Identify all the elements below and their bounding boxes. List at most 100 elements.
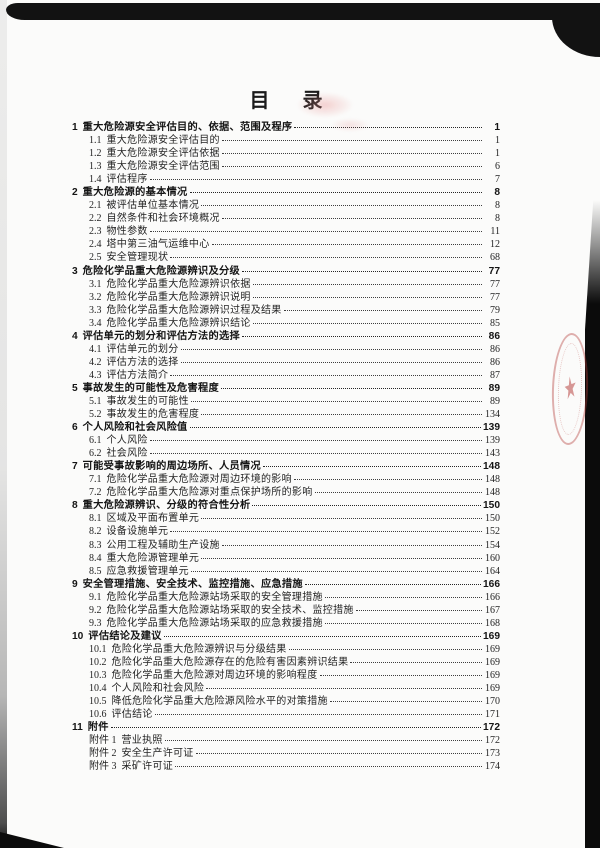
toc-entry-title: 危险化学品重大危险源对周边环境的影响程度	[111, 669, 318, 681]
toc-row: 8.3 公用工程及辅助生产设施 154	[72, 539, 500, 552]
scan-border-bottom-left	[0, 832, 64, 848]
toc-page-number: 8	[495, 213, 500, 225]
toc-row: 4.3 评估方法简介 87	[72, 369, 500, 382]
toc-row: 6.1 个人风险 139	[72, 434, 500, 447]
toc-page-number: 150	[483, 500, 500, 512]
toc-dot-leader	[163, 635, 481, 637]
toc-row: 附件 1 营业执照 172	[72, 734, 500, 747]
toc-dot-leader	[355, 609, 482, 611]
toc-dot-leader	[221, 153, 482, 155]
toc-dot-leader	[110, 727, 481, 729]
toc-row: 8.2 设备设施单元 152	[72, 525, 500, 538]
toc-page-number: 6	[495, 161, 500, 173]
toc-entry-number: 5.1	[89, 395, 102, 407]
toc-dot-leader	[288, 648, 482, 650]
toc-row: 6 个人风险和社会风险值 139	[72, 421, 500, 434]
toc-page-number: 79	[490, 304, 500, 316]
toc-page-number: 169	[485, 669, 500, 681]
toc-entry-title: 自然条件和社会环境概况	[106, 213, 220, 225]
toc-page-number: 168	[485, 617, 500, 629]
toc-entry-number: 8.3	[89, 539, 102, 551]
toc-dot-leader	[180, 361, 482, 363]
toc-row: 10.4 个人风险和社会风险 169	[72, 682, 500, 695]
toc-row: 5.1 事故发生的可能性 89	[72, 395, 500, 408]
toc-page-number: 11	[490, 226, 500, 238]
toc-page-number: 77	[490, 278, 500, 290]
toc-row: 9.1 危险化学品重大危险源站场采取的安全管理措施 166	[72, 591, 500, 604]
toc-page-number: 166	[483, 578, 500, 590]
toc-row: 1 重大危险源安全评估目的、依据、范围及程序 1	[72, 121, 500, 134]
toc-page-number: 77	[490, 291, 500, 303]
toc-dot-leader	[190, 570, 482, 572]
toc-entry-number: 8	[72, 500, 78, 512]
toc-row: 7.2 危险化学品重大危险源对重点保护场所的影响 148	[72, 486, 500, 499]
table-of-contents: 1 重大危险源安全评估目的、依据、范围及程序 1 1.1 重大危险源安全评估目的…	[72, 121, 500, 773]
scan-border-right	[585, 200, 600, 848]
toc-row: 2.4 塔中第三油气运维中心 12	[72, 238, 500, 251]
toc-dot-leader	[329, 701, 482, 703]
toc-row: 1.4 评估程序 7	[72, 173, 500, 186]
toc-dot-leader	[293, 479, 482, 481]
toc-page-number: 86	[488, 330, 500, 342]
toc-dot-leader	[241, 335, 482, 337]
toc-entry-number: 6	[72, 422, 78, 434]
toc-entry-number: 2.1	[89, 200, 102, 212]
toc-page-number: 1	[495, 135, 500, 147]
toc-entry-number: 附件 3	[89, 761, 117, 773]
toc-entry-number: 4	[72, 330, 78, 342]
toc-page-number: 167	[485, 604, 500, 616]
toc-entry-number: 4.3	[89, 369, 102, 381]
toc-page-number: 86	[490, 356, 500, 368]
toc-entry-number: 7.1	[89, 474, 102, 486]
toc-row: 3.1 危险化学品重大危险源辨识依据 77	[72, 278, 500, 291]
toc-entry-title: 重大危险源辨识、分级的符合性分析	[82, 500, 251, 512]
toc-page-number: 8	[494, 187, 500, 199]
toc-page-number: 139	[485, 435, 500, 447]
toc-dot-leader	[189, 192, 482, 194]
toc-entry-title: 危险化学品重大危险源站场采取的安全技术、监控措施	[106, 604, 354, 616]
toc-entry-title: 危险化学品重大危险源辨识与分级结果	[111, 643, 287, 655]
toc-dot-leader	[262, 466, 481, 468]
toc-entry-number: 10.4	[89, 683, 107, 695]
toc-page-number: 89	[488, 382, 500, 394]
toc-entry-title: 重大危险源安全评估目的、依据、范围及程序	[82, 122, 293, 133]
toc-dot-leader	[189, 427, 481, 429]
toc-row: 4.2 评估方法的选择 86	[72, 356, 500, 369]
toc-row: 7.1 危险化学品重大危险源对周边环境的影响 148	[72, 473, 500, 486]
toc-entry-number: 10.6	[89, 709, 107, 721]
toc-entry-title: 营业执照	[121, 735, 163, 747]
toc-page-number: 12	[490, 239, 500, 251]
toc-dot-leader	[206, 688, 482, 690]
toc-entry-number: 附件 1	[89, 735, 117, 747]
toc-page-number: 152	[485, 526, 500, 538]
toc-entry-number: 1.1	[89, 135, 102, 147]
toc-page-number: 1	[494, 122, 500, 133]
toc-entry-number: 10.1	[89, 643, 107, 655]
toc-entry-number: 3.2	[89, 291, 102, 303]
toc-row: 10.1 危险化学品重大危险源辨识与分级结果 169	[72, 643, 500, 656]
toc-page-number: 154	[485, 539, 500, 551]
toc-entry-title: 重大危险源安全评估依据	[106, 148, 220, 160]
toc-dot-leader	[175, 766, 482, 768]
toc-dot-leader	[170, 374, 482, 376]
toc-row: 4.1 评估单元的划分 86	[72, 343, 500, 356]
toc-row: 3 危险化学品重大危险源辨识及分级 77	[72, 265, 500, 278]
toc-entry-number: 1.3	[89, 161, 102, 173]
toc-row: 10.6 评估结论 171	[72, 708, 500, 721]
toc-entry-title: 附件	[87, 722, 109, 734]
toc-entry-number: 4.1	[89, 343, 102, 355]
toc-row: 附件 2 安全生产许可证 173	[72, 747, 500, 760]
toc-entry-number: 3.4	[89, 317, 102, 329]
toc-dot-leader	[283, 309, 482, 311]
toc-page-number: 169	[483, 630, 500, 642]
toc-dot-leader	[221, 166, 482, 168]
toc-page-number: 170	[485, 696, 500, 708]
toc-page-number: 8	[495, 200, 500, 212]
toc-entry-number: 8.5	[89, 565, 102, 577]
toc-entry-number: 2.2	[89, 213, 102, 225]
toc-dot-leader	[195, 753, 482, 755]
toc-row: 8.5 应急救援管理单元 164	[72, 565, 500, 578]
toc-entry-title: 公用工程及辅助生产设施	[106, 539, 220, 551]
toc-dot-leader	[170, 531, 482, 533]
toc-row: 附件 3 采矿许可证 174	[72, 760, 500, 773]
